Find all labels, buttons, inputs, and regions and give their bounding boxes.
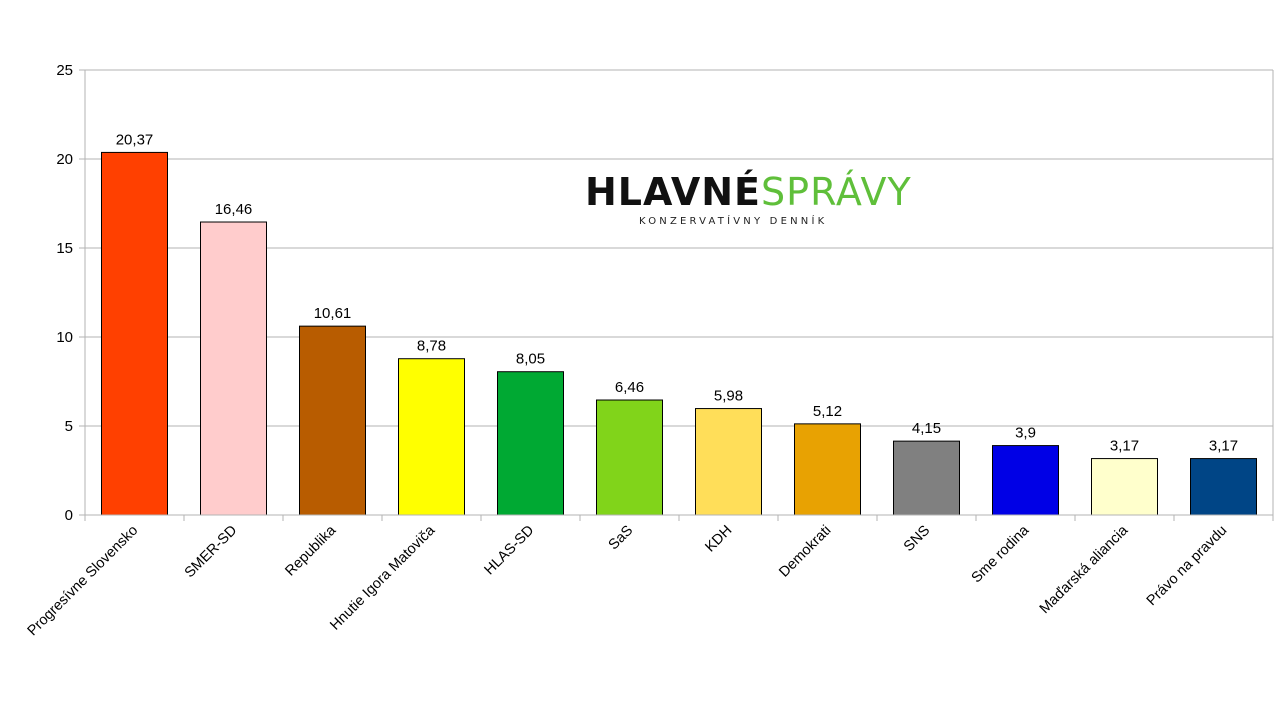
hlavne-spravy-logo: HLAVNÉSPRÁVY KONZERVATÍVNY DENNÍK — [585, 170, 911, 227]
bar — [1190, 458, 1257, 516]
data-label: 8,05 — [516, 351, 545, 368]
bar — [596, 399, 663, 516]
category-label: HLAS-SD — [482, 523, 538, 579]
y-tick-label: 25 — [56, 62, 73, 79]
y-tick-label: 20 — [56, 151, 73, 168]
bar — [497, 371, 564, 516]
bar — [200, 221, 267, 516]
bar — [1091, 458, 1158, 516]
category-label: Progresívne Slovensko — [25, 523, 142, 640]
category-label: Sme rodina — [969, 522, 1033, 586]
data-label: 3,17 — [1209, 438, 1238, 455]
data-label: 20,37 — [116, 131, 154, 148]
bar — [794, 423, 861, 516]
data-label: 16,46 — [215, 201, 253, 218]
y-tick-label: 0 — [65, 507, 73, 524]
bar — [695, 408, 762, 516]
bar — [101, 151, 168, 516]
category-label: KDH — [702, 523, 735, 556]
data-labels: 20,37 16,46 10,61 8,78 8,05 6,46 5,98 5,12 4,15 3… — [116, 131, 1238, 454]
category-label: Republika — [282, 522, 340, 580]
category-labels: Progresívne Slovensko SMER-SD RepublikaHnu… — [25, 522, 1231, 639]
data-label: 5,12 — [813, 403, 842, 420]
logo-word-hlavne: HLAVNÉ — [585, 170, 762, 214]
data-label: 10,61 — [314, 305, 352, 322]
y-tick-label: 10 — [56, 329, 73, 346]
category-label: SNS — [901, 523, 933, 555]
data-label: 5,98 — [714, 388, 743, 405]
axes — [84, 70, 1274, 516]
data-label: 3,9 — [1015, 425, 1036, 442]
data-label: 4,15 — [912, 420, 941, 437]
category-label: Demokrati — [776, 523, 834, 581]
data-label: 8,78 — [417, 338, 446, 355]
bar — [893, 440, 960, 516]
bars — [101, 151, 1257, 516]
category-label: Hnutie Igora Matoviča — [327, 522, 439, 634]
logo-word-spravy: SPRÁVY — [761, 170, 912, 214]
data-label: 3,17 — [1110, 438, 1139, 455]
bar — [299, 325, 366, 516]
bar — [398, 358, 465, 516]
category-label: Maďarská aliancia — [1037, 522, 1132, 617]
category-label: Právo na pravdu — [1144, 523, 1231, 610]
y-tick-label: 5 — [65, 418, 73, 435]
category-label: SaS — [606, 523, 637, 554]
y-tick-label: 15 — [56, 240, 73, 257]
data-label: 6,46 — [615, 379, 644, 396]
logo-tagline: KONZERVATÍVNY DENNÍK — [639, 216, 828, 227]
bar — [992, 445, 1059, 516]
category-label: SMER-SD — [182, 523, 241, 582]
y-axis-ticks: 0 5 10 15 20 25 — [56, 62, 85, 524]
logo-wordmark: HLAVNÉSPRÁVY — [585, 170, 911, 214]
